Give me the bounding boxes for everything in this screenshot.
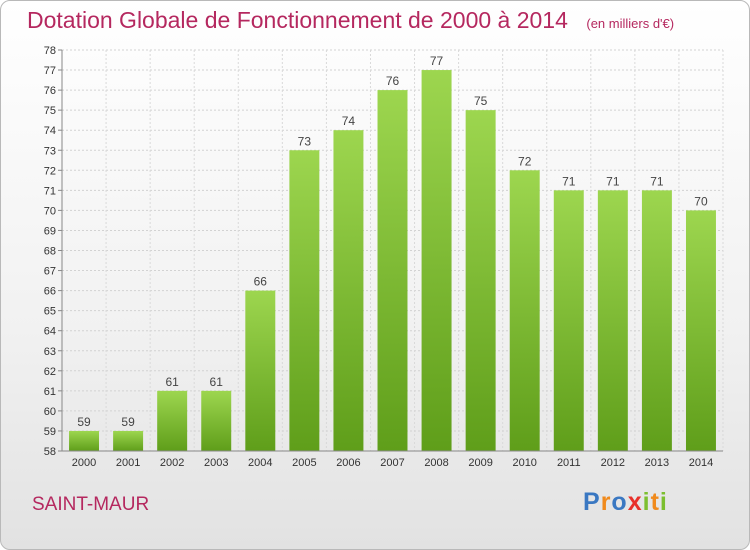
y-tick-label: 65 bbox=[44, 306, 56, 318]
bar bbox=[289, 150, 320, 451]
value-label: 61 bbox=[165, 375, 179, 389]
bar bbox=[333, 130, 364, 451]
x-tick-label: 2005 bbox=[292, 457, 316, 469]
x-tick-label: 2002 bbox=[160, 457, 184, 469]
logo-letter: i bbox=[659, 488, 668, 516]
y-tick-label: 74 bbox=[44, 125, 56, 137]
bar bbox=[245, 290, 276, 451]
x-tick-label: 2001 bbox=[116, 457, 140, 469]
grid-lines bbox=[61, 49, 724, 452]
proxiti-logo: Proxiti bbox=[583, 488, 668, 517]
y-tick-label: 69 bbox=[44, 225, 56, 237]
x-tick-label: 2012 bbox=[601, 457, 625, 469]
y-tick-label: 67 bbox=[44, 266, 56, 278]
logo-letter: r bbox=[600, 488, 612, 516]
y-tick-label: 60 bbox=[44, 406, 56, 418]
value-label: 59 bbox=[77, 415, 91, 429]
bar bbox=[201, 390, 232, 451]
bar bbox=[641, 190, 672, 451]
value-label: 71 bbox=[562, 174, 576, 188]
value-label: 71 bbox=[606, 174, 620, 188]
value-label: 73 bbox=[298, 134, 312, 148]
value-label: 72 bbox=[518, 154, 532, 168]
value-label: 66 bbox=[254, 275, 268, 289]
y-tick-label: 66 bbox=[44, 286, 56, 298]
logo-letter: i bbox=[642, 488, 651, 516]
bar bbox=[465, 110, 496, 452]
y-tick-label: 70 bbox=[44, 205, 56, 217]
bar bbox=[421, 70, 452, 452]
bar bbox=[69, 430, 100, 451]
title-text: Dotation Globale de Fonctionnement de 20… bbox=[27, 7, 568, 33]
y-tick-label: 68 bbox=[44, 246, 56, 258]
logo-letter: P bbox=[583, 488, 601, 516]
axes: 58 59 60 61 62 63 64 65 66 67 68 69 70 71 72 73 74 75 76 77… bbox=[44, 45, 723, 469]
y-tick-label: 58 bbox=[44, 446, 56, 458]
y-tick-label: 59 bbox=[44, 426, 56, 438]
y-tick-label: 62 bbox=[44, 366, 56, 378]
logo-letter: x bbox=[627, 488, 643, 516]
x-tick-label: 2003 bbox=[204, 457, 228, 469]
x-tick-label: 2007 bbox=[380, 457, 404, 469]
bar bbox=[113, 430, 144, 451]
bar bbox=[553, 190, 584, 451]
logo-letter: o bbox=[611, 488, 628, 516]
x-tick-label: 2010 bbox=[512, 457, 536, 469]
bar bbox=[509, 170, 540, 452]
bar bbox=[685, 210, 716, 451]
value-label: 77 bbox=[430, 54, 444, 68]
value-label: 71 bbox=[650, 174, 664, 188]
x-tick-label: 2008 bbox=[424, 457, 448, 469]
y-tick-label: 78 bbox=[44, 45, 56, 57]
value-label: 61 bbox=[210, 375, 224, 389]
y-tick-label: 75 bbox=[44, 105, 56, 117]
x-tick-label: 2006 bbox=[336, 457, 360, 469]
commune-name: SAINT-MAUR bbox=[32, 494, 150, 515]
logo-letter: t bbox=[650, 488, 660, 516]
value-label: 76 bbox=[386, 74, 400, 88]
x-tick-label: 2011 bbox=[557, 457, 581, 469]
value-label: 75 bbox=[474, 94, 488, 108]
y-tick-label: 77 bbox=[44, 65, 56, 77]
bar bbox=[597, 190, 628, 451]
bars: 59 59 61 61 66 73 74 76 77 75 72 71 71 71 70 bbox=[69, 54, 716, 452]
x-tick-label: 2013 bbox=[645, 457, 669, 469]
y-tick-label: 71 bbox=[44, 185, 56, 197]
value-label: 59 bbox=[121, 415, 135, 429]
y-tick-label: 64 bbox=[44, 326, 56, 338]
x-tick-label: 2009 bbox=[468, 457, 492, 469]
x-tick-label: 2004 bbox=[248, 457, 272, 469]
y-tick-label: 63 bbox=[44, 346, 56, 358]
bar bbox=[377, 90, 408, 451]
y-tick-label: 76 bbox=[44, 85, 56, 97]
value-label: 74 bbox=[342, 114, 356, 128]
unit-label: (en milliers d'€) bbox=[586, 16, 675, 31]
value-label: 70 bbox=[694, 194, 708, 208]
bar bbox=[157, 390, 188, 451]
y-tick-label: 73 bbox=[44, 145, 56, 157]
y-tick-label: 61 bbox=[44, 386, 56, 398]
chart-title: Dotation Globale de Fonctionnement de 20… bbox=[27, 7, 674, 34]
y-tick-label: 72 bbox=[44, 165, 56, 177]
x-tick-label: 2000 bbox=[72, 457, 96, 469]
x-tick-label: 2014 bbox=[689, 457, 713, 469]
